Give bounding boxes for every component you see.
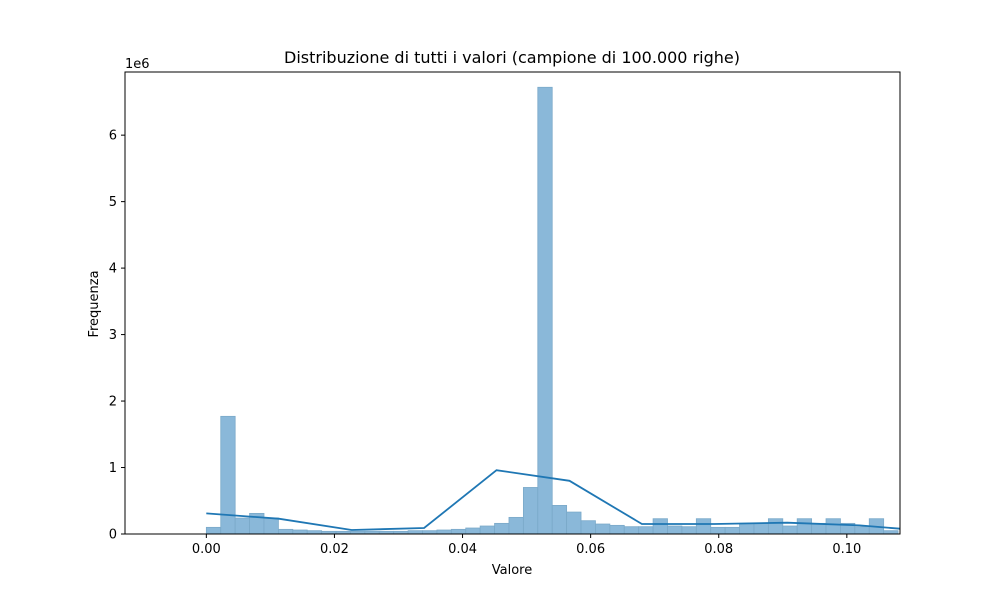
histogram-bar — [220, 415, 236, 535]
x-tick-label: 0.10 — [832, 542, 861, 557]
histogram-bar — [522, 487, 539, 535]
histogram-bar — [580, 520, 596, 535]
histogram-bar — [508, 516, 524, 535]
histogram-bar — [782, 525, 798, 535]
y-tick-label: 4 — [109, 262, 117, 277]
histogram-bar — [537, 86, 553, 535]
histogram-bar — [767, 518, 784, 535]
x-tick-label: 0.06 — [576, 542, 605, 557]
histogram-bar — [277, 528, 294, 535]
histogram-bar — [263, 517, 279, 535]
histogram-bar — [205, 526, 222, 535]
y-tick-label: 1 — [109, 461, 117, 476]
histogram-bar — [436, 529, 452, 535]
x-tick-label: 0.08 — [704, 542, 733, 557]
y-tick-label: 5 — [109, 195, 117, 210]
histogram-bar — [667, 525, 683, 535]
chart-title: Distribuzione di tutti i valori (campion… — [284, 48, 740, 67]
histogram-bar — [479, 525, 495, 535]
histogram-bar — [234, 517, 250, 535]
histogram-bar — [710, 526, 726, 535]
histogram-bar — [465, 527, 481, 535]
histogram-bars — [205, 86, 899, 535]
x-tick-label: 0.04 — [448, 542, 477, 557]
y-tick-label: 0 — [109, 528, 117, 543]
histogram-bar — [623, 526, 640, 535]
histogram-bar — [739, 522, 755, 535]
histogram-bar — [825, 518, 841, 535]
y-tick-label: 3 — [109, 328, 117, 343]
y-axis-title: Frequenza — [87, 270, 102, 337]
x-axis-ticks: 0.00 0.02 0.04 0.06 0.08 0.10 — [192, 534, 861, 557]
histogram-bar — [292, 529, 308, 535]
histogram-bar — [551, 505, 568, 535]
histogram-bar — [652, 518, 668, 535]
histogram-bar — [796, 518, 813, 535]
y-scale-offset-label: 1e6 — [125, 57, 150, 72]
x-tick-label: 0.00 — [192, 542, 221, 557]
histogram-bar — [609, 524, 625, 535]
histogram-bar — [638, 526, 654, 535]
histogram-bar — [566, 511, 582, 535]
y-tick-label: 6 — [109, 129, 117, 144]
plot-frame — [124, 71, 901, 535]
histogram-bar — [494, 522, 510, 535]
y-axis-ticks: 0 1 2 3 4 5 6 — [109, 129, 125, 543]
histogram-bar — [450, 528, 467, 535]
histogram-bar — [724, 526, 740, 535]
histogram-bar — [695, 518, 712, 535]
histogram-bar — [595, 523, 611, 535]
y-tick-label: 2 — [109, 395, 117, 410]
kde-density-line — [206, 469, 901, 531]
histogram-bar — [681, 526, 697, 535]
x-tick-label: 0.02 — [320, 542, 349, 557]
x-axis-title: Valore — [492, 563, 532, 578]
histogram-bar — [753, 522, 769, 535]
histogram-bar — [854, 526, 870, 535]
